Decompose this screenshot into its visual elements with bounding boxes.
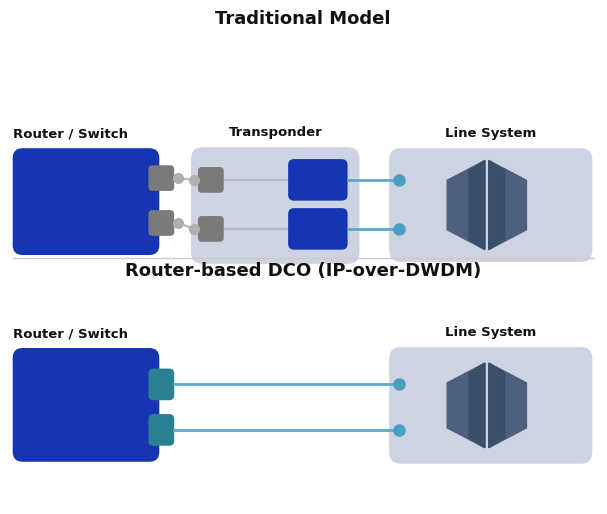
Text: Traditional Model: Traditional Model	[215, 10, 391, 28]
Polygon shape	[447, 363, 485, 448]
Polygon shape	[489, 160, 526, 250]
Polygon shape	[447, 160, 485, 250]
Polygon shape	[469, 363, 485, 448]
FancyBboxPatch shape	[149, 414, 174, 446]
FancyBboxPatch shape	[191, 147, 359, 264]
Polygon shape	[469, 160, 485, 250]
Text: Transponder: Transponder	[228, 126, 322, 139]
FancyBboxPatch shape	[13, 148, 159, 255]
Text: Line System: Line System	[445, 326, 537, 339]
FancyBboxPatch shape	[149, 369, 174, 400]
FancyBboxPatch shape	[389, 148, 592, 262]
FancyBboxPatch shape	[198, 216, 224, 242]
Text: Line System: Line System	[445, 127, 537, 140]
FancyBboxPatch shape	[288, 159, 348, 200]
FancyBboxPatch shape	[149, 165, 174, 191]
Text: Router-based DCO (IP-over-DWDM): Router-based DCO (IP-over-DWDM)	[125, 262, 481, 280]
Polygon shape	[489, 160, 504, 250]
Text: Router / Switch: Router / Switch	[13, 327, 127, 340]
FancyBboxPatch shape	[198, 167, 224, 193]
FancyBboxPatch shape	[149, 210, 174, 236]
Polygon shape	[489, 363, 526, 448]
FancyBboxPatch shape	[13, 348, 159, 462]
FancyBboxPatch shape	[389, 347, 592, 464]
FancyBboxPatch shape	[288, 208, 348, 250]
Polygon shape	[489, 363, 504, 448]
Text: Router / Switch: Router / Switch	[13, 127, 127, 140]
